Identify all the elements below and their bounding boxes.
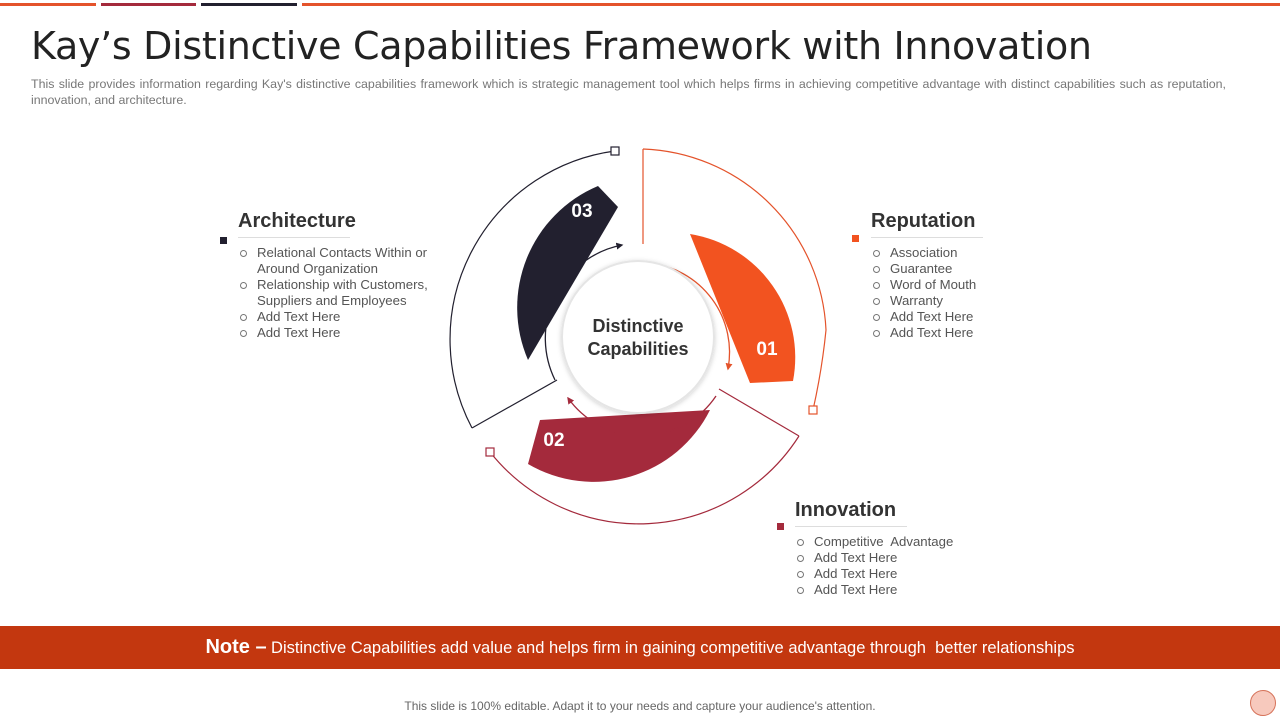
outer-bracket-architecture-end (610, 146, 620, 156)
outer-bracket-innovation-end (485, 447, 495, 457)
list-item: Add Text Here (795, 582, 965, 598)
list-item: Relational Contacts Within or Around Org… (238, 245, 433, 277)
segment-01-shape (690, 234, 796, 383)
list-item: Add Text Here (795, 550, 965, 566)
center-label-line2: Capabilities (587, 339, 688, 359)
list-item: Word of Mouth (871, 277, 1021, 293)
list-item: Add Text Here (238, 325, 433, 341)
innovation-list: Competitive Advantage Add Text Here Add … (795, 534, 965, 598)
list-item: Association (871, 245, 1021, 261)
outer-bracket-reputation-end (808, 405, 818, 415)
outer-brackets (449, 146, 827, 525)
innovation-section: Innovation Competitive Advantage Add Tex… (795, 499, 965, 598)
top-accent-bar-1 (0, 3, 96, 6)
center-circle (561, 260, 715, 414)
architecture-marker (220, 237, 227, 244)
segment-02-number: 02 (543, 430, 564, 451)
list-item: Guarantee (871, 261, 1021, 277)
slide-subtitle: This slide provides information regardin… (31, 77, 1226, 107)
reputation-list: Association Guarantee Word of Mouth Warr… (871, 245, 1021, 341)
list-item: Competitive Advantage (795, 534, 965, 550)
outer-bracket-reputation (642, 148, 827, 411)
architecture-list: Relational Contacts Within or Around Org… (238, 245, 433, 341)
outer-bracket-architecture (449, 150, 616, 429)
list-item: Add Text Here (238, 309, 433, 325)
segment-02-shape (528, 410, 710, 482)
slide-title: Kay’s Distinctive Capabilities Framework… (31, 24, 1092, 68)
note-band: Note – Distinctive Capabilities add valu… (0, 626, 1280, 669)
top-accent-bar-3 (201, 3, 297, 6)
segment-03-shape (517, 186, 618, 360)
top-accent-bar-4 (302, 3, 1280, 6)
segments (517, 186, 796, 482)
outer-bracket-innovation (489, 435, 800, 525)
reputation-marker (852, 235, 859, 242)
architecture-title: Architecture (238, 210, 356, 238)
corner-badge-icon (1250, 690, 1276, 716)
segment-01-number: 01 (756, 339, 778, 360)
flow-arrow-architecture (544, 242, 624, 381)
note-label: Note – (205, 636, 267, 658)
innovation-marker (777, 523, 784, 530)
reputation-title: Reputation (871, 210, 983, 238)
flow-arrow-innovation (567, 395, 717, 437)
footer-text: This slide is 100% editable. Adapt it to… (404, 699, 876, 713)
top-accent-bar-2 (101, 3, 196, 6)
note-text: Distinctive Capabilities add value and h… (271, 639, 1075, 657)
outer-bracket-architecture-inner (471, 379, 558, 429)
list-item: Add Text Here (871, 309, 1021, 325)
outer-bracket-innovation-inner (718, 388, 800, 437)
list-item: Warranty (871, 293, 1021, 309)
segment-03-number: 03 (571, 201, 592, 222)
list-item: Relationship with Customers, Suppliers a… (238, 277, 433, 309)
list-item: Add Text Here (871, 325, 1021, 341)
list-item: Add Text Here (795, 566, 965, 582)
center-label-line1: Distinctive (592, 316, 683, 336)
reputation-section: Reputation Association Guarantee Word of… (871, 210, 1021, 341)
innovation-title: Innovation (795, 499, 907, 527)
architecture-section: Architecture Relational Contacts Within … (238, 210, 433, 341)
